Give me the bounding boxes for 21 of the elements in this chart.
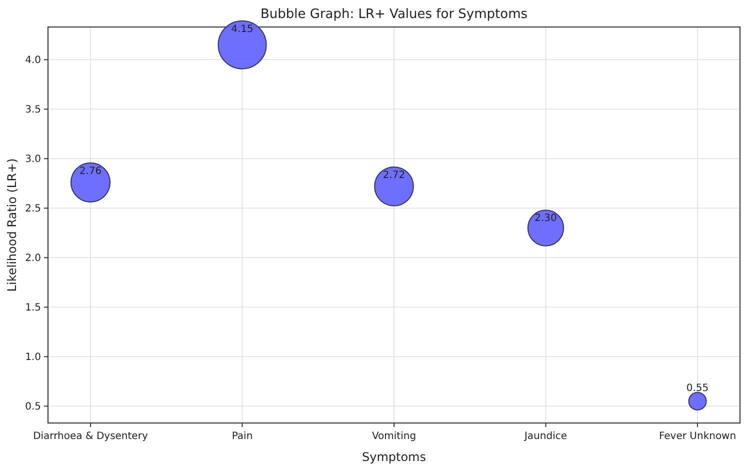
data-label: 2.72 <box>382 170 406 181</box>
data-label: 0.55 <box>686 383 709 394</box>
y-axis-title: Likelihood Ratio (LR+) <box>5 158 19 292</box>
y-tick-label: 2.0 <box>25 253 41 264</box>
x-tick-label: Jaundice <box>523 431 568 442</box>
data-label: 4.15 <box>231 24 254 35</box>
x-tick-label: Vomiting <box>372 431 416 442</box>
data-label: 2.30 <box>534 213 557 224</box>
x-axis-title: Symptoms <box>362 450 426 464</box>
y-tick-label: 3.0 <box>25 154 41 166</box>
y-tick-label: 1.0 <box>25 352 41 364</box>
x-tick-label: Fever Unknown <box>658 431 736 442</box>
x-tick-label: Diarrhoea & Dysentery <box>33 431 148 442</box>
y-tick-label: 4.0 <box>25 55 41 66</box>
y-tick-label: 0.5 <box>25 402 41 413</box>
y-tick-label: 2.5 <box>25 204 41 215</box>
x-tick-label: Pain <box>232 431 253 442</box>
chart-title: Bubble Graph: LR+ Values for Symptoms <box>260 7 528 22</box>
y-tick-label: 3.5 <box>25 104 41 116</box>
data-label: 2.76 <box>79 166 102 177</box>
y-tick-label: 1.5 <box>25 302 41 314</box>
